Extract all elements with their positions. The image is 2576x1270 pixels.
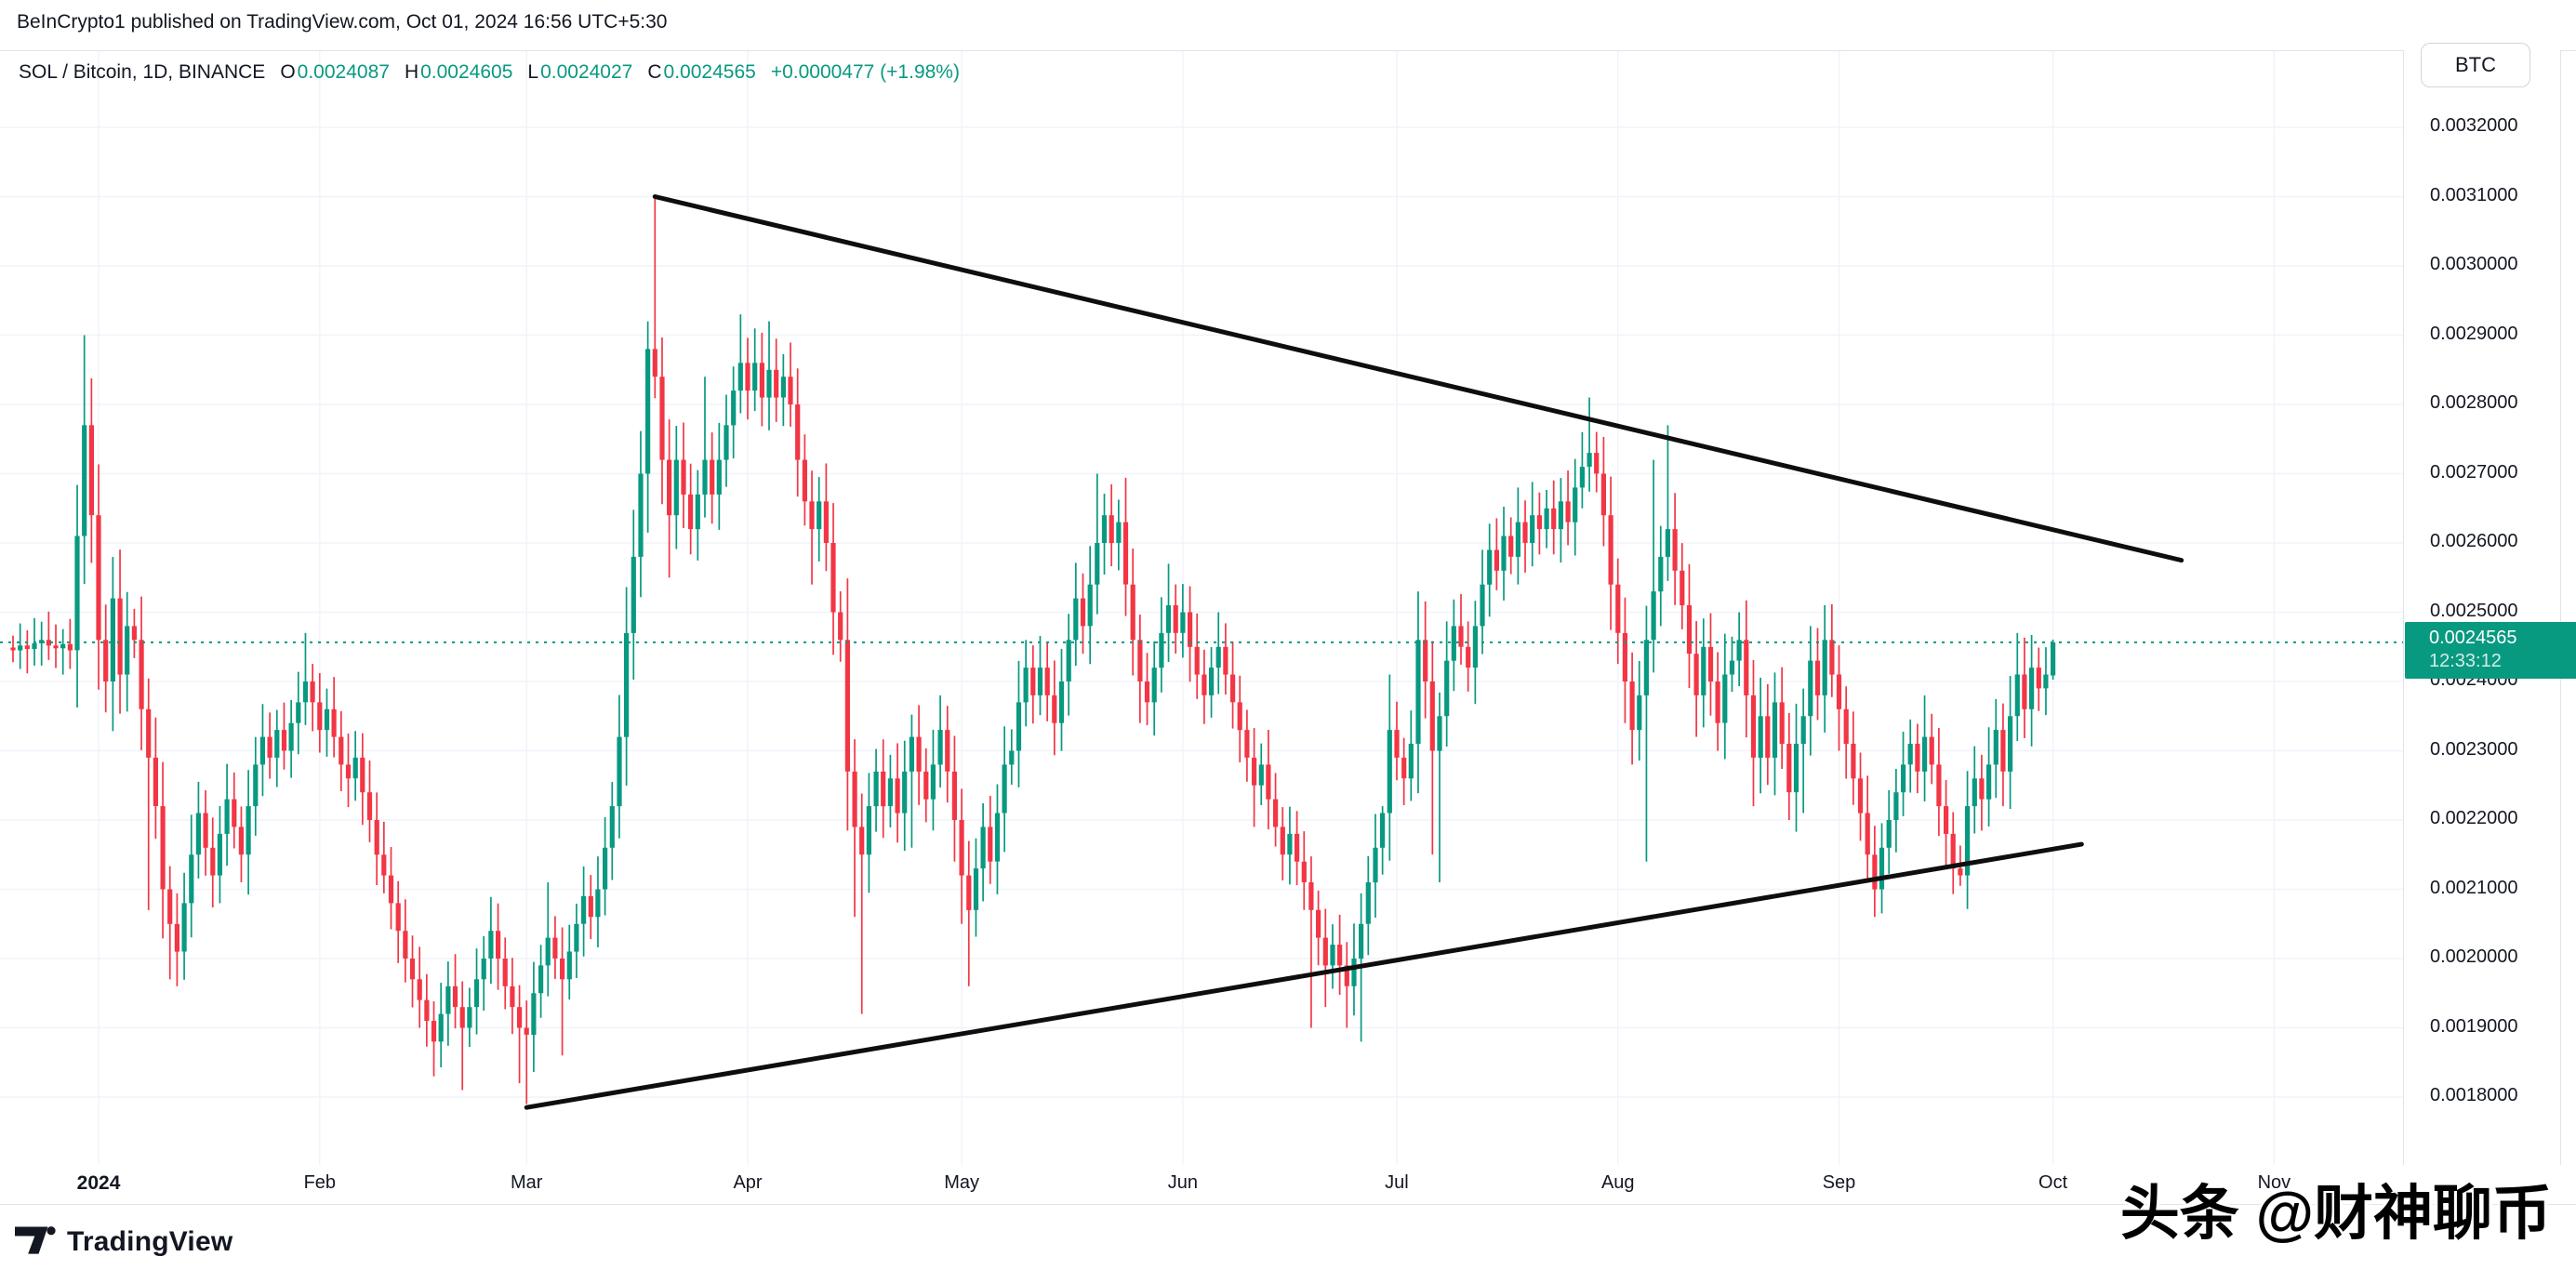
watermark-text: 头条 @财神聊币: [2119, 1180, 2552, 1247]
time-axis-label: Aug: [1600, 1172, 1635, 1193]
time-axis-label: Oct: [2038, 1172, 2068, 1193]
time-axis-label: Mar: [511, 1172, 543, 1193]
price-tick-label: 0.0030000: [2430, 254, 2518, 274]
time-axis-label: Sep: [1822, 1172, 1856, 1193]
price-tick-label: 0.0027000: [2430, 461, 2518, 483]
price-tick-label: 0.0026000: [2430, 531, 2518, 551]
price-tick-label: 0.0025000: [2430, 600, 2518, 621]
price-tick-label: 0.0020000: [2430, 946, 2518, 967]
price-tick-label: 0.0018000: [2430, 1085, 2518, 1105]
attribution-text: BeInCrypto1 published on TradingView.com…: [17, 11, 668, 33]
tradingview-logo-icon: [15, 1222, 56, 1262]
current-price-label: 0.0024565 12:33:12: [2405, 621, 2576, 679]
tradingview-logo[interactable]: TradingView: [15, 1222, 232, 1262]
time-axis-label: May: [944, 1172, 980, 1193]
ohlc-open: O0.0024087: [280, 61, 390, 83]
ohlc-close: C0.0024565: [647, 61, 756, 83]
time-axis[interactable]: 2024 Feb Mar Apr May Jun Jul Aug Sep Oct Nov: [0, 1165, 2576, 1205]
symbol-legend[interactable]: SOL / Bitcoin, 1D, BINANCE O0.0024087 H0…: [19, 61, 960, 84]
price-tick-label: 0.0031000: [2430, 184, 2518, 205]
tradingview-wordmark: TradingView: [67, 1225, 233, 1257]
header-bar: BeInCrypto1 published on TradingView.com…: [0, 0, 2576, 51]
price-tick-label: 0.0029000: [2430, 323, 2518, 344]
price-tick-label: 0.0028000: [2430, 392, 2518, 413]
time-axis-label: Apr: [733, 1172, 763, 1193]
time-axis-label: Nov: [2257, 1172, 2291, 1193]
price-tick-label: 0.0022000: [2430, 808, 2518, 828]
price-tick-label: 0.0023000: [2430, 738, 2518, 760]
symbol-title[interactable]: SOL / Bitcoin, 1D, BINANCE: [19, 61, 266, 83]
price-tick-label: 0.0019000: [2430, 1015, 2518, 1037]
candlestick-series: [10, 196, 2056, 1105]
currency-toggle-button[interactable]: BTC: [2421, 43, 2530, 87]
time-axis-label: Jun: [1167, 1172, 1198, 1193]
time-axis-label: Feb: [303, 1172, 337, 1193]
price-axis[interactable]: BTC 0.0024565 12:33:12 0.0032000 0.003100…: [2403, 43, 2576, 1165]
time-axis-label: Jul: [1385, 1172, 1409, 1193]
current-price-value: 0.0024565: [2429, 627, 2517, 648]
ohlc-low: L0.0024027: [527, 61, 633, 83]
ohlc-high: H0.0024605: [404, 61, 513, 83]
time-axis-label: 2024: [76, 1172, 121, 1194]
change-badge: +0.0000477 (+1.98%): [770, 61, 960, 83]
price-tick-label: 0.0032000: [2430, 115, 2518, 136]
price-tick-label: 0.0021000: [2430, 877, 2518, 898]
bar-countdown: 12:33:12: [2429, 650, 2502, 671]
